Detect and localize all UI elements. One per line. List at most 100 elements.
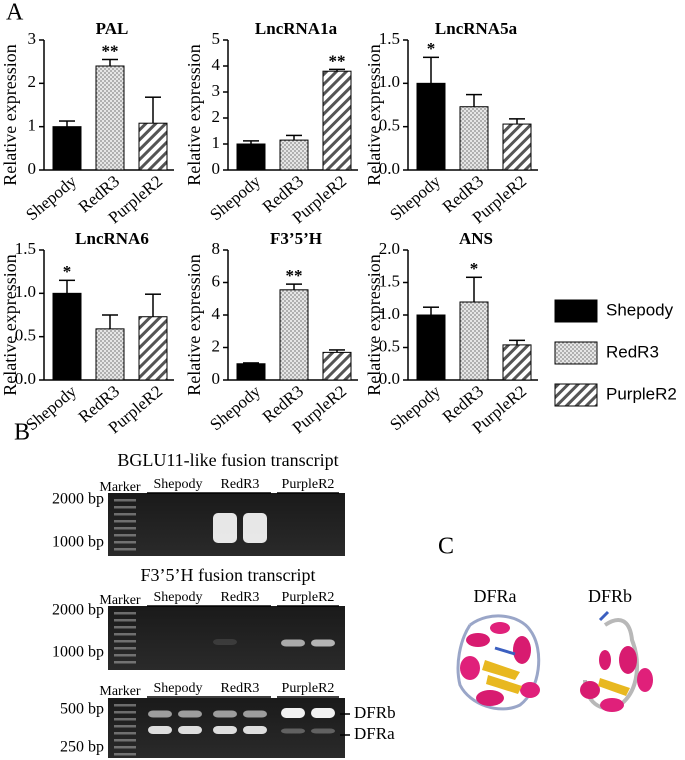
y-tick-label: 1.5	[15, 239, 36, 258]
lane-label: Shepody	[154, 477, 203, 492]
y-tick-label: 0.5	[15, 326, 36, 345]
ladder-label: 2000 bp	[52, 602, 104, 619]
y-tick-label: 2.0	[379, 239, 400, 258]
band	[213, 639, 237, 645]
ladder-band	[114, 626, 136, 629]
ladder-band	[114, 718, 136, 721]
band	[148, 710, 172, 718]
legend-label: RedR3	[606, 342, 659, 361]
ladder-label: 2000 bp	[52, 491, 104, 508]
x-tick-label: Shepody	[206, 381, 264, 434]
ladder-band	[114, 633, 136, 636]
lane-label: PurpleR2	[282, 477, 335, 492]
y-tick-label: 2	[212, 107, 221, 126]
ladder-band	[114, 753, 136, 756]
y-tick-label: 1.0	[379, 72, 400, 91]
y-tick-label: 2	[212, 336, 221, 355]
y-tick-label: 1.0	[379, 304, 400, 323]
lane-label: RedR3	[221, 681, 260, 696]
lane-label: RedR3	[221, 590, 260, 605]
bar	[459, 106, 489, 171]
ladder-band	[114, 520, 136, 523]
lane-label: PurpleR2	[282, 590, 335, 605]
ladder-label: 1000 bp	[52, 534, 104, 551]
ladder-band	[114, 647, 136, 650]
protein-structures: DFRa DFRb	[456, 586, 653, 712]
band	[243, 710, 267, 718]
ladder-label: 250 bp	[60, 739, 104, 756]
bar	[95, 65, 125, 171]
y-tick-label: 3	[212, 81, 221, 100]
band	[243, 513, 267, 543]
band	[311, 639, 335, 647]
ladder-band	[114, 612, 136, 615]
band	[213, 726, 237, 734]
y-tick-label: 0.5	[379, 336, 400, 355]
y-tick-label: 3	[28, 29, 37, 48]
band	[213, 513, 237, 543]
y-tick-label: 1	[212, 133, 221, 152]
bar	[95, 328, 125, 381]
ladder-band	[114, 541, 136, 544]
y-axis-label: Relative expression	[184, 44, 204, 185]
y-tick-label: 1.5	[379, 271, 400, 290]
x-tick-label: Shepody	[22, 171, 80, 224]
y-tick-label: 4	[212, 304, 221, 323]
bar	[279, 139, 309, 171]
y-tick-label: 4	[212, 55, 221, 74]
ladder-band	[114, 513, 136, 516]
ladder-band	[114, 704, 136, 707]
bar	[459, 301, 489, 381]
y-axis-label: Relative expression	[364, 44, 384, 185]
x-tick-label: Shepody	[206, 171, 264, 224]
structure-label: DFRa	[473, 586, 516, 606]
bar	[236, 143, 266, 171]
y-tick-label: 5	[212, 29, 221, 48]
legend-label: PurpleR2	[606, 384, 677, 403]
ladder-band	[114, 711, 136, 714]
ladder-band	[114, 619, 136, 622]
bar	[279, 289, 309, 381]
y-tick-label: 1	[28, 116, 37, 135]
panel-label: B	[14, 420, 30, 446]
chart-title: LncRNA5a	[435, 19, 518, 38]
legend-label: Shepody	[606, 300, 674, 319]
y-tick-label: 1.0	[15, 282, 36, 301]
bar	[502, 123, 532, 171]
y-axis-label: Relative expression	[0, 254, 20, 395]
x-tick-label: Shepody	[22, 381, 80, 434]
bar	[502, 344, 532, 381]
y-tick-label: 6	[212, 271, 221, 290]
significance: **	[286, 266, 303, 285]
significance: **	[329, 51, 346, 70]
bar	[236, 363, 266, 381]
marker-label: Marker	[99, 593, 141, 608]
gel-image	[108, 606, 345, 670]
y-tick-label: 0.0	[379, 369, 400, 388]
x-tick-label: Shepody	[386, 381, 444, 434]
y-tick-label: 0	[212, 369, 221, 388]
ladder-band	[114, 499, 136, 502]
marker-label: Marker	[99, 684, 141, 699]
ladder-band	[114, 640, 136, 643]
band	[213, 710, 237, 718]
band	[281, 728, 305, 734]
significance: *	[470, 259, 479, 278]
lane-label: RedR3	[221, 477, 260, 492]
band	[311, 728, 335, 734]
ladder-band	[114, 654, 136, 657]
chart-title: PAL	[96, 19, 129, 38]
panel-label: A	[6, 0, 24, 26]
y-tick-label: 2	[28, 72, 37, 91]
lane-label: PurpleR2	[282, 681, 335, 696]
gel-title: BGLU11-like fusion transcript	[117, 450, 338, 470]
lane-label: Shepody	[154, 681, 203, 696]
panel-label: C	[438, 534, 454, 560]
y-axis-label: Relative expression	[0, 44, 20, 185]
chart-title: F3’5’H	[270, 229, 322, 248]
band	[178, 726, 202, 734]
y-tick-label: 0.0	[15, 369, 36, 388]
ladder-band	[114, 506, 136, 509]
bar	[52, 292, 82, 381]
ladder-band	[114, 527, 136, 530]
